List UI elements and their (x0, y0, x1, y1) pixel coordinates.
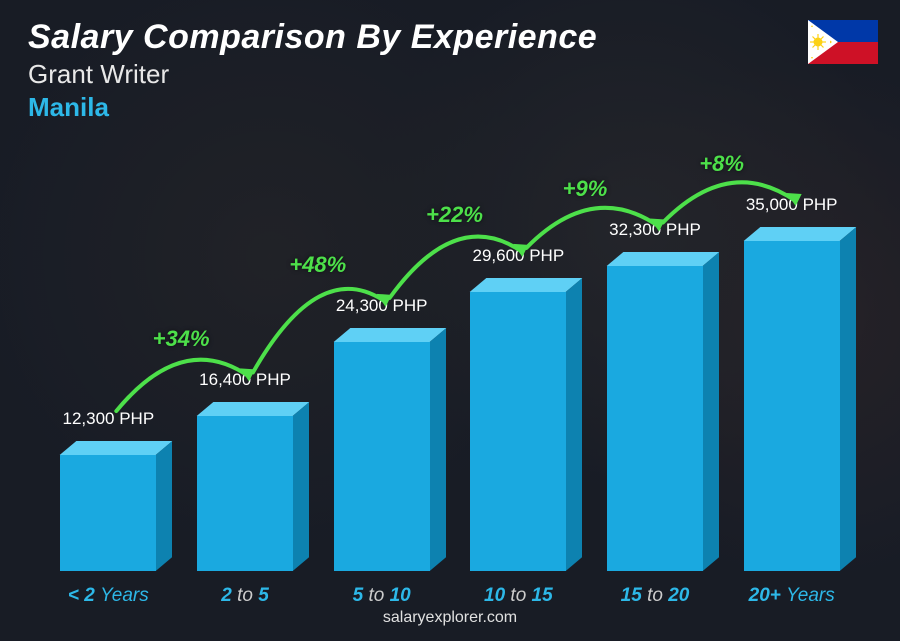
footer-attribution: salaryexplorer.com (0, 609, 900, 627)
chart-location: Manila (28, 92, 597, 123)
chart-title: Salary Comparison By Experience (28, 18, 597, 57)
bar-front (607, 266, 703, 571)
pct-change-label: +9% (563, 176, 608, 202)
bar-front (60, 455, 156, 571)
bar-front (744, 241, 840, 571)
bar-slot: 24,300 PHP5 to 10 (313, 342, 450, 571)
pct-change-label: +48% (289, 252, 346, 278)
bar-slot: 35,000 PHP20+ Years (723, 241, 860, 571)
bar-side (293, 403, 309, 571)
chart-subtitle: Grant Writer (28, 59, 597, 90)
bar-value-label: 16,400 PHP (170, 370, 320, 390)
bar-side (703, 253, 719, 571)
bar-side (840, 227, 856, 570)
bar-top (333, 328, 446, 342)
bar (470, 292, 566, 571)
bar-value-label: 24,300 PHP (307, 296, 457, 316)
bar (334, 342, 430, 571)
bar-side (156, 441, 172, 570)
pct-change-label: +8% (699, 151, 744, 177)
bar-x-label: 20+ Years (712, 585, 872, 607)
bar-side (430, 328, 446, 571)
chart-header: Salary Comparison By Experience Grant Wr… (28, 18, 597, 123)
bar-slot: 29,600 PHP10 to 15 (450, 292, 587, 571)
bar-front (197, 416, 293, 571)
bar-value-label: 12,300 PHP (33, 409, 183, 429)
bar (607, 266, 703, 571)
bar (744, 241, 840, 571)
bar-top (197, 402, 310, 416)
bar-top (470, 278, 583, 292)
bar-front (334, 342, 430, 571)
pct-change-label: +22% (426, 202, 483, 228)
bar-slot: 32,300 PHP15 to 20 (587, 266, 724, 571)
bar-slot: 12,300 PHP< 2 Years (40, 455, 177, 571)
bar-side (566, 278, 582, 571)
pct-change-label: +34% (153, 326, 210, 352)
bar-chart: 12,300 PHP< 2 Years16,400 PHP2 to 524,30… (40, 131, 860, 571)
bar-front (470, 292, 566, 571)
bar-slot: 16,400 PHP2 to 5 (177, 416, 314, 571)
bar-value-label: 32,300 PHP (580, 220, 730, 240)
bar-top (743, 227, 856, 241)
bar-value-label: 29,600 PHP (443, 246, 593, 266)
bar (60, 455, 156, 571)
bar-value-label: 35,000 PHP (717, 195, 867, 215)
flag-icon (808, 20, 878, 64)
bar-top (60, 441, 173, 455)
bar (197, 416, 293, 571)
